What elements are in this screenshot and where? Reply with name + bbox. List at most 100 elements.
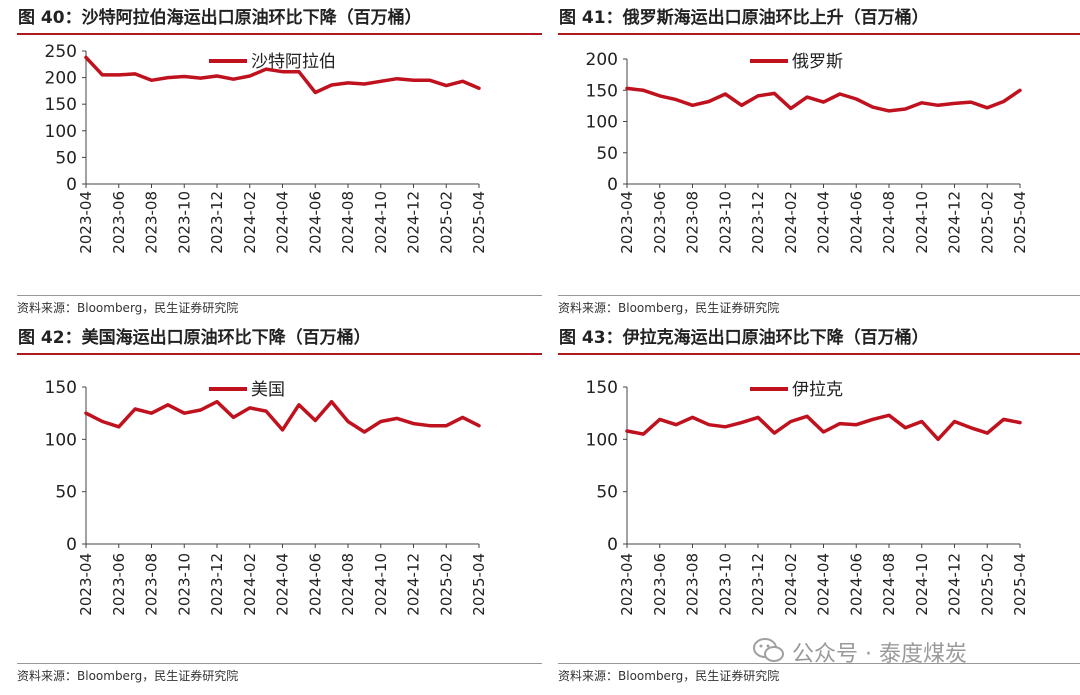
x-tick-label: 2024-06 [847, 191, 865, 254]
y-tick-label: 250 [45, 42, 77, 62]
x-tick-label: 2025-02 [978, 191, 996, 254]
x-tick-label: 2023-04 [77, 553, 95, 616]
x-tick-label: 2024-10 [913, 191, 931, 254]
x-tick-label: 2023-06 [651, 553, 669, 616]
y-tick-label: 0 [607, 535, 618, 555]
x-tick-label: 2023-10 [175, 191, 193, 254]
legend-label: 俄罗斯 [792, 52, 843, 72]
y-tick-label: 0 [66, 175, 77, 195]
x-tick-label: 2023-12 [208, 553, 226, 616]
source-note: 资料来源：Bloomberg，民生证券研究院 [558, 295, 1080, 318]
x-tick-label: 2023-08 [143, 553, 161, 616]
y-tick-label: 100 [586, 113, 618, 133]
y-tick-label: 200 [45, 69, 77, 89]
x-tick-label: 2024-02 [782, 191, 800, 254]
x-tick-label: 2023-06 [110, 191, 128, 254]
legend-label: 美国 [251, 380, 285, 400]
x-tick-label: 2023-12 [749, 191, 767, 254]
y-tick-label: 150 [45, 378, 77, 398]
x-tick-label: 2024-10 [913, 553, 931, 616]
x-tick-label: 2025-02 [437, 191, 455, 254]
y-tick-label: 50 [55, 148, 77, 168]
source-note: 资料来源：Bloomberg，民生证券研究院 [17, 663, 542, 686]
y-tick-label: 100 [45, 122, 77, 142]
series-line [625, 413, 1022, 442]
series-line [625, 86, 1022, 113]
x-tick-label: 2024-12 [946, 191, 964, 254]
x-tick-label: 2023-08 [684, 191, 702, 254]
source-note: 资料来源：Bloomberg，民生证券研究院 [17, 295, 542, 318]
x-tick-label: 2024-04 [274, 553, 292, 616]
x-tick-label: 2024-06 [847, 553, 865, 616]
wechat-icon [753, 638, 784, 662]
x-tick-label: 2024-04 [815, 191, 833, 254]
x-tick-label: 2025-02 [978, 553, 996, 616]
chart-title: 图 43：伊拉克海运出口原油环比下降（百万桶） [558, 323, 1080, 355]
x-tick-label: 2024-02 [782, 553, 800, 616]
y-tick-label: 150 [586, 81, 618, 101]
x-tick-label: 2024-10 [372, 191, 390, 254]
x-tick-label: 2023-12 [749, 553, 767, 616]
x-tick-label: 2023-04 [618, 553, 636, 616]
legend-label: 沙特阿拉伯 [251, 52, 336, 72]
x-tick-label: 2023-04 [77, 191, 95, 254]
chart-title-text: 图 40：沙特阿拉伯海运出口原油环比下降（百万桶） [18, 8, 422, 28]
y-tick-label: 150 [586, 378, 618, 398]
x-tick-label: 2025-04 [1011, 191, 1029, 254]
y-tick-label: 0 [66, 535, 77, 555]
y-tick-label: 100 [45, 430, 77, 450]
chart-plot-area: 0 50 100 150 2023-04 2023-06 2023-08 2023-10 202… [558, 359, 1080, 659]
x-tick-label: 2025-04 [470, 191, 488, 254]
x-tick-label: 2024-06 [306, 191, 324, 254]
y-tick-label: 50 [596, 483, 618, 503]
x-tick-label: 2024-12 [405, 553, 423, 616]
line-chart-svg: 0 50 100 150 200 250 2023-04 2023-06 2023-08 2023… [45, 42, 488, 254]
line-chart-svg: 0 50 100 150 2023-04 2023-06 2023-08 2023-10 202… [45, 378, 488, 616]
chart-title-text: 图 42：美国海运出口原油环比下降（百万桶） [18, 328, 371, 348]
x-tick-label: 2023-08 [684, 553, 702, 616]
x-tick-label: 2024-12 [946, 553, 964, 616]
watermark-text: 公众号 · 泰度煤炭 [792, 642, 967, 667]
y-tick-label: 200 [586, 50, 618, 70]
x-tick-label: 2024-10 [372, 553, 390, 616]
x-tick-label: 2023-10 [716, 553, 734, 616]
legend-label: 伊拉克 [792, 380, 843, 400]
line-chart-svg: 0 50 100 150 2023-04 2023-06 2023-08 2023-10 202… [586, 378, 1029, 616]
source-note: 资料来源：Bloomberg，民生证券研究院 [558, 663, 1080, 686]
y-tick-label: 50 [55, 483, 77, 503]
x-tick-label: 2024-08 [880, 191, 898, 254]
chart-plot-area: 0 50 100 150 200 2023-04 2023-06 2023-08 2023-10… [558, 39, 1080, 289]
x-tick-label: 2024-08 [339, 553, 357, 616]
x-tick-label: 2023-10 [716, 191, 734, 254]
line-chart-svg: 0 50 100 150 200 2023-04 2023-06 2023-08 2023-10… [586, 50, 1029, 254]
series-line [84, 399, 481, 434]
x-tick-label: 2024-12 [405, 191, 423, 254]
x-tick-label: 2024-02 [241, 191, 259, 254]
y-tick-label: 100 [586, 430, 618, 450]
chart-title-text: 图 43：伊拉克海运出口原油环比下降（百万桶） [559, 328, 929, 348]
x-tick-label: 2024-04 [815, 553, 833, 616]
chart-plot-area: 0 50 100 150 200 250 2023-04 2023-06 2023-08 2023… [17, 39, 542, 289]
x-tick-label: 2023-08 [143, 191, 161, 254]
x-tick-label: 2025-02 [437, 553, 455, 616]
x-tick-label: 2025-04 [470, 553, 488, 616]
y-tick-label: 50 [596, 144, 618, 164]
x-tick-label: 2023-12 [208, 191, 226, 254]
x-tick-label: 2025-04 [1011, 553, 1029, 616]
chart-title: 图 42：美国海运出口原油环比下降（百万桶） [17, 323, 542, 355]
x-tick-label: 2023-04 [618, 191, 636, 254]
x-tick-label: 2024-08 [339, 191, 357, 254]
y-tick-label: 0 [607, 175, 618, 195]
y-tick-label: 150 [45, 95, 77, 115]
chart-title-text: 图 41：俄罗斯海运出口原油环比上升（百万桶） [559, 8, 929, 28]
x-tick-label: 2024-04 [274, 191, 292, 254]
x-tick-label: 2024-02 [241, 553, 259, 616]
chart-plot-area: 0 50 100 150 2023-04 2023-06 2023-08 2023-10 202… [17, 359, 542, 659]
chart-title: 图 40：沙特阿拉伯海运出口原油环比下降（百万桶） [17, 3, 542, 35]
chart-title: 图 41：俄罗斯海运出口原油环比上升（百万桶） [558, 3, 1080, 35]
x-tick-label: 2024-06 [306, 553, 324, 616]
x-tick-label: 2023-10 [175, 553, 193, 616]
x-tick-label: 2023-06 [110, 553, 128, 616]
x-tick-label: 2024-08 [880, 553, 898, 616]
x-tick-label: 2023-06 [651, 191, 669, 254]
